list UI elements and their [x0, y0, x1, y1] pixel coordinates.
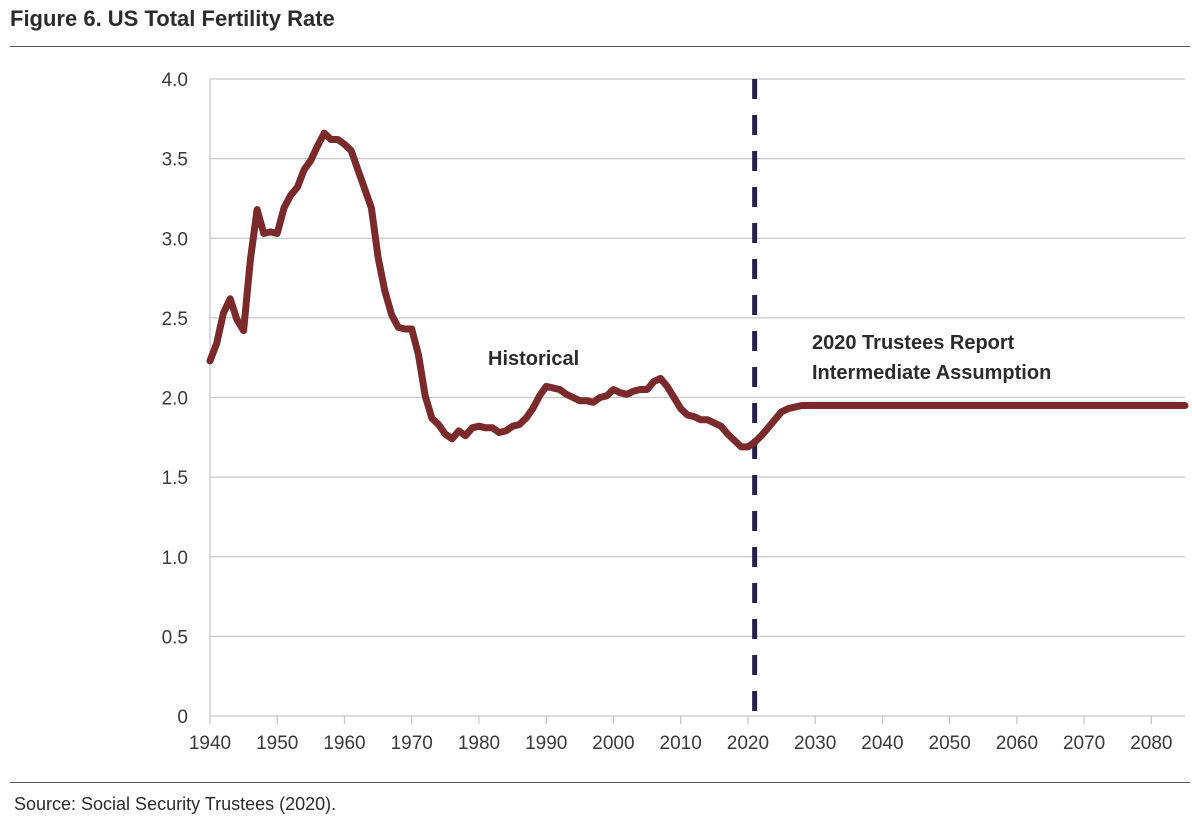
chart-marks [206, 79, 1189, 716]
y-tick-label: 2.5 [162, 309, 188, 330]
y-tick-label: 1.5 [162, 468, 188, 489]
x-tick-label: 1980 [458, 733, 500, 754]
series-line-0 [206, 129, 1189, 451]
gridlines [209, 78, 1185, 724]
x-tick-label: 1950 [256, 733, 298, 754]
chart-title: Figure 6. US Total Fertility Rate [10, 6, 335, 31]
x-axis-ticks: 1940 1950 1960 1970 1980 1990 2000 2010 2020 2030… [189, 733, 1173, 754]
x-tick-label: 2040 [861, 733, 903, 754]
x-tick-label: 2030 [794, 733, 836, 754]
y-tick-label: 1.0 [162, 548, 188, 569]
x-tick-label: 1990 [525, 733, 567, 754]
y-tick-label: 3.0 [162, 229, 188, 250]
source-divider [10, 782, 1190, 783]
x-tick-label: 2070 [1063, 733, 1105, 754]
title-divider [10, 46, 1190, 47]
source-note: Source: Social Security Trustees (2020). [14, 794, 337, 814]
x-tick-label: 1970 [391, 733, 433, 754]
annotation-projection-line2: Intermediate Assumption [812, 362, 1051, 384]
x-tick-label: 2000 [592, 733, 634, 754]
y-tick-label: 3.5 [162, 150, 188, 171]
x-tick-label: 1940 [189, 733, 231, 754]
y-tick-label: 0.5 [162, 627, 188, 648]
y-tick-label: 0 [177, 707, 188, 728]
x-tick-label: 2010 [660, 733, 702, 754]
y-tick-label: 2.0 [162, 389, 188, 410]
y-axis-ticks: 0 0.5 1.0 1.5 2.0 2.5 3.0 3.5 4.0 [162, 70, 188, 728]
x-tick-label: 1960 [323, 733, 365, 754]
y-tick-label: 4.0 [162, 70, 188, 91]
x-tick-label: 2020 [727, 733, 769, 754]
x-tick-label: 2050 [929, 733, 971, 754]
annotation-historical: Historical [488, 348, 579, 370]
x-tick-label: 2060 [996, 733, 1038, 754]
annotation-projection-line1: 2020 Trustees Report [812, 332, 1015, 354]
x-tick-label: 2080 [1130, 733, 1172, 754]
